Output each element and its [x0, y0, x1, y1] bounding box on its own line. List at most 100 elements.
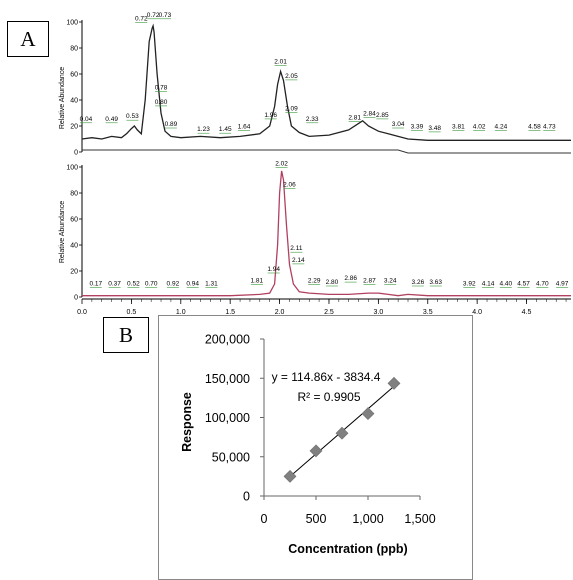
bottom-peak-label: 4.70	[536, 280, 549, 287]
bottom-peak-label: 4.97	[556, 280, 569, 287]
bottom-peak-label: 2.02	[275, 161, 288, 168]
bottom-peak-label: 0.17	[90, 280, 103, 287]
bottom-y-tick-label: 100	[66, 165, 78, 172]
time-axis-tick-label: 0.5	[127, 309, 137, 316]
top-y-tick-label: 0	[74, 150, 78, 157]
top-peak-label: 2.84	[363, 111, 376, 118]
top-peak-label: 3.81	[452, 124, 465, 131]
data-point	[335, 426, 349, 440]
bottom-peak-label: 1.94	[267, 266, 280, 273]
panel-label-a: A	[7, 21, 49, 57]
calibration-y-tick-label: 200,000	[205, 333, 250, 347]
top-peak-label: 2.05	[285, 73, 298, 80]
top-y-tick-label: 80	[70, 46, 78, 53]
top-peak-label: 3.39	[411, 124, 424, 131]
calibration-x-tick-label: 1,500	[404, 512, 435, 526]
data-point	[283, 469, 297, 483]
bottom-y-tick-label: 80	[70, 191, 78, 198]
top-peak-label: 0.49	[105, 116, 118, 123]
calibration-axes: 0 50,000 100,000 150,000 200,000 0 500 1,000 1,5…	[205, 333, 436, 527]
top-peak-label: 2.33	[306, 116, 319, 123]
bottom-peak-label: 3.63	[429, 279, 442, 286]
top-peak-label: 0.78	[155, 85, 168, 92]
top-peak-label: 4.24	[495, 124, 508, 131]
y-axis-label-top: Relative Abundance	[59, 67, 66, 129]
bottom-peak-label: 2.29	[308, 278, 321, 285]
bottom-peak-label: 2.06	[283, 182, 296, 189]
calibration-x-tick-label: 0	[261, 512, 268, 526]
bottom-y-tick-label: 20	[70, 269, 78, 276]
top-peak-label: 2.85	[376, 112, 389, 119]
bottom-peak-label: 1.81	[251, 278, 264, 285]
time-axis-tick-label: 3.5	[423, 309, 433, 316]
top-peak-label: 4.58	[528, 124, 541, 131]
bottom-peak-label: 0.37	[108, 280, 121, 287]
top-peak-label: 2.09	[285, 105, 298, 112]
top-baseline	[82, 149, 571, 154]
top-peak-label: 2.01	[274, 59, 287, 66]
panel-label-b: B	[103, 317, 149, 353]
bottom-y-tick-label: 0	[74, 295, 78, 302]
y-axis-title: Response	[180, 392, 194, 452]
time-axis-tick-label: 1.0	[176, 309, 186, 316]
top-peak-label: 0.72	[147, 12, 160, 19]
calibration-y-tick-label: 150,000	[205, 372, 250, 386]
r-squared-label: R² = 0.9905	[297, 390, 360, 404]
data-point	[361, 407, 375, 420]
bottom-peak-label: 2.14	[292, 257, 305, 264]
data-point	[387, 376, 401, 390]
top-peak-label: 0.80	[155, 99, 168, 106]
top-peak-label: 0.89	[165, 121, 178, 128]
bottom-peak-label: 0.94	[186, 280, 199, 287]
top-y-tick-label: 100	[66, 20, 78, 27]
bottom-peak-label: 0.52	[127, 280, 140, 287]
bottom-peak-label: 3.26	[412, 279, 425, 286]
time-axis-tick-label: 0.0	[77, 309, 87, 316]
bottom-y-tick-label: 60	[70, 217, 78, 224]
top-peak-label: 4.73	[543, 124, 556, 131]
bottom-peak-label: 2.86	[344, 275, 357, 282]
bottom-y-tick-label: 40	[70, 243, 78, 250]
bottom-peak-label: 2.87	[363, 278, 376, 285]
bottom-peak-label: 4.57	[517, 280, 530, 287]
top-y-tick-label: 20	[70, 124, 78, 131]
chromatogram-bottom: 0 20 40 60 80 100 0.17 0.37 0.52 0.70 0.92 0.94 1.31…	[66, 161, 571, 302]
bottom-peak-label: 0.92	[167, 280, 180, 287]
time-axis-tick-label: 1.5	[225, 309, 235, 316]
top-peak-label: 1.45	[219, 126, 232, 133]
top-peak-label: 0.73	[159, 12, 172, 19]
top-peak-label: 2.81	[348, 115, 361, 122]
calibration-chart: Response Concentration (ppb) y = 114.86x…	[158, 315, 473, 580]
top-peak-label: 0.04	[80, 116, 93, 123]
calibration-y-tick-label: 0	[243, 490, 250, 504]
calibration-x-tick-label: 500	[306, 512, 327, 526]
top-peak-label: 0.53	[126, 113, 139, 120]
bottom-peak-label: 4.40	[499, 280, 512, 287]
time-axis-tick-label: 4.0	[472, 309, 482, 316]
time-axis-tick-label: 4.5	[522, 309, 532, 316]
time-axis-tick-label: 3.0	[373, 309, 383, 316]
x-axis-title: Concentration (ppb)	[288, 542, 407, 556]
calibration-marks	[283, 376, 401, 483]
top-peak-label: 0.72	[135, 16, 148, 23]
top-peak-label: 3.48	[428, 125, 441, 132]
bottom-peak-label: 3.92	[463, 280, 476, 287]
top-peak-label: 1.23	[197, 126, 210, 133]
data-point	[309, 444, 323, 458]
calibration-y-tick-label: 50,000	[212, 450, 250, 464]
equation-label: y = 114.86x - 3834.4	[272, 370, 381, 384]
bottom-peak-label: 4.14	[482, 280, 495, 287]
time-axis-tick-label: 2.0	[275, 309, 285, 316]
top-peak-label: 3.04	[392, 121, 405, 128]
top-y-tick-label: 60	[70, 72, 78, 79]
bottom-peak-label: 0.70	[145, 280, 158, 287]
bottom-peak-label: 1.31	[205, 280, 218, 287]
bottom-peak-label: 3.24	[384, 278, 397, 285]
chromatogram-panel: Relative Abundance Relative Abundance 0 2…	[59, 12, 571, 316]
bottom-trace	[82, 170, 571, 297]
top-trace	[81, 23, 571, 141]
calibration-x-tick-label: 1,000	[352, 512, 383, 526]
top-y-tick-label: 40	[70, 98, 78, 105]
top-peak-label: 1.96	[264, 112, 277, 119]
